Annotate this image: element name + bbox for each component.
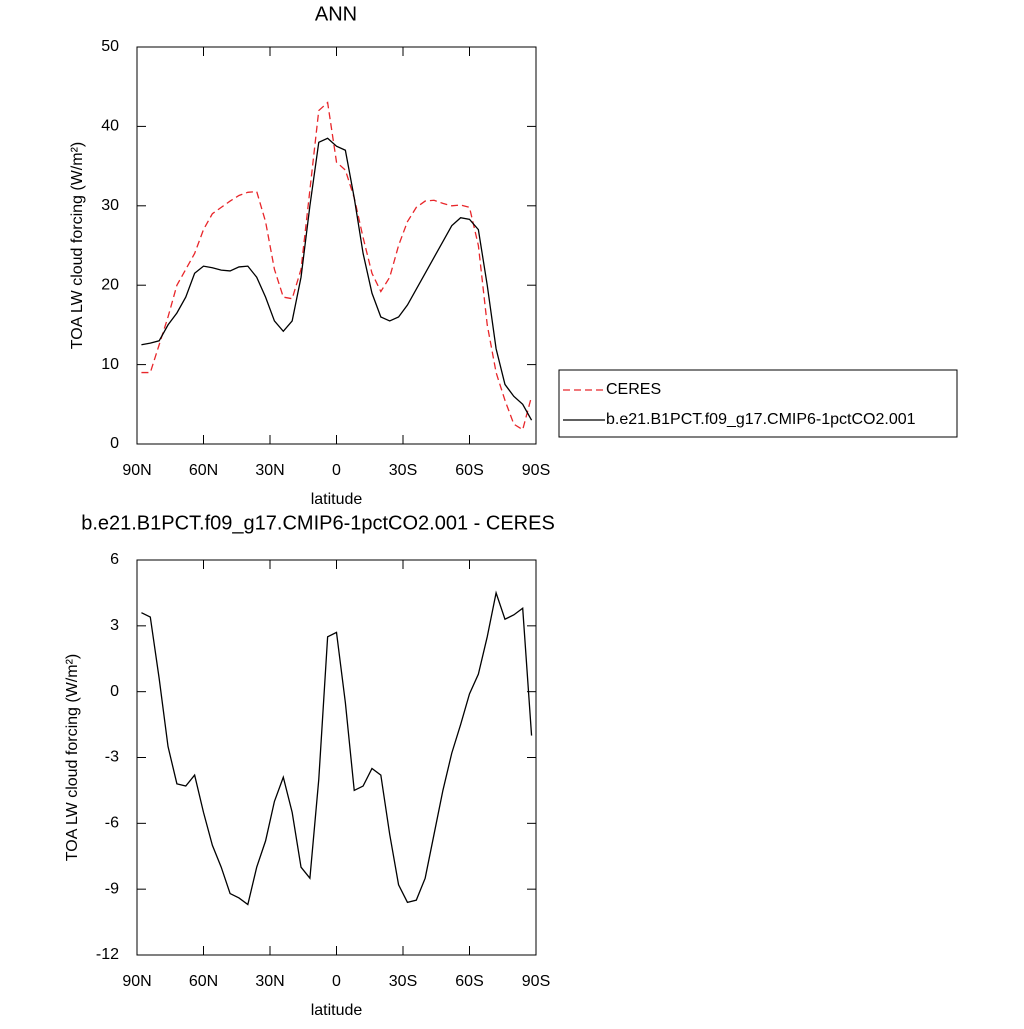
- x-tick-label: 30S: [389, 462, 417, 479]
- y-tick-label: 0: [110, 683, 119, 700]
- plot-frame: [136, 559, 537, 956]
- y-tick-label: 40: [101, 118, 119, 135]
- legend-box: [558, 369, 958, 438]
- y-tick-label: 0: [110, 435, 119, 452]
- x-tick-label: 0: [332, 973, 341, 990]
- series-line: [141, 137, 533, 421]
- y-tick-label: -9: [105, 880, 119, 897]
- x-tick-label: 90S: [522, 973, 550, 990]
- y-tick-label: 20: [101, 276, 119, 293]
- legend-label: b.e21.B1PCT.f09_g17.CMIP6-1pctCO2.001: [606, 411, 916, 428]
- x-axis-label: latitude: [311, 491, 363, 508]
- x-tick-label: 60S: [455, 462, 483, 479]
- y-tick-label: 3: [110, 617, 119, 634]
- y-axis-label: TOA LW cloud forcing (W/m²): [64, 654, 81, 861]
- y-tick-label: 6: [110, 551, 119, 568]
- x-tick-label: 30N: [255, 462, 284, 479]
- y-tick-label: 10: [101, 356, 119, 373]
- x-tick-label: 60N: [189, 973, 218, 990]
- x-tick-label: 30S: [389, 973, 417, 990]
- y-tick-label: 30: [101, 197, 119, 214]
- x-tick-label: 60S: [455, 973, 483, 990]
- x-tick-label: 60N: [189, 462, 218, 479]
- y-tick-label: -6: [105, 815, 119, 832]
- chart-title: b.e21.B1PCT.f09_g17.CMIP6-1pctCO2.001 - …: [81, 512, 555, 534]
- x-tick-label: 90N: [122, 462, 151, 479]
- series-line: [141, 590, 533, 906]
- x-tick-label: 30N: [255, 973, 284, 990]
- series-line: [141, 101, 533, 431]
- y-axis-label: TOA LW cloud forcing (W/m²): [69, 142, 86, 349]
- y-tick-label: 50: [101, 38, 119, 55]
- x-tick-label: 0: [332, 462, 341, 479]
- chart-title: ANN: [315, 3, 357, 25]
- plot-frame: [136, 46, 537, 445]
- x-tick-label: 90S: [522, 462, 550, 479]
- legend-label: CERES: [606, 381, 661, 398]
- x-axis-label: latitude: [311, 1002, 363, 1019]
- x-tick-label: 90N: [122, 973, 151, 990]
- y-tick-label: -12: [96, 946, 119, 963]
- y-tick-label: -3: [105, 749, 119, 766]
